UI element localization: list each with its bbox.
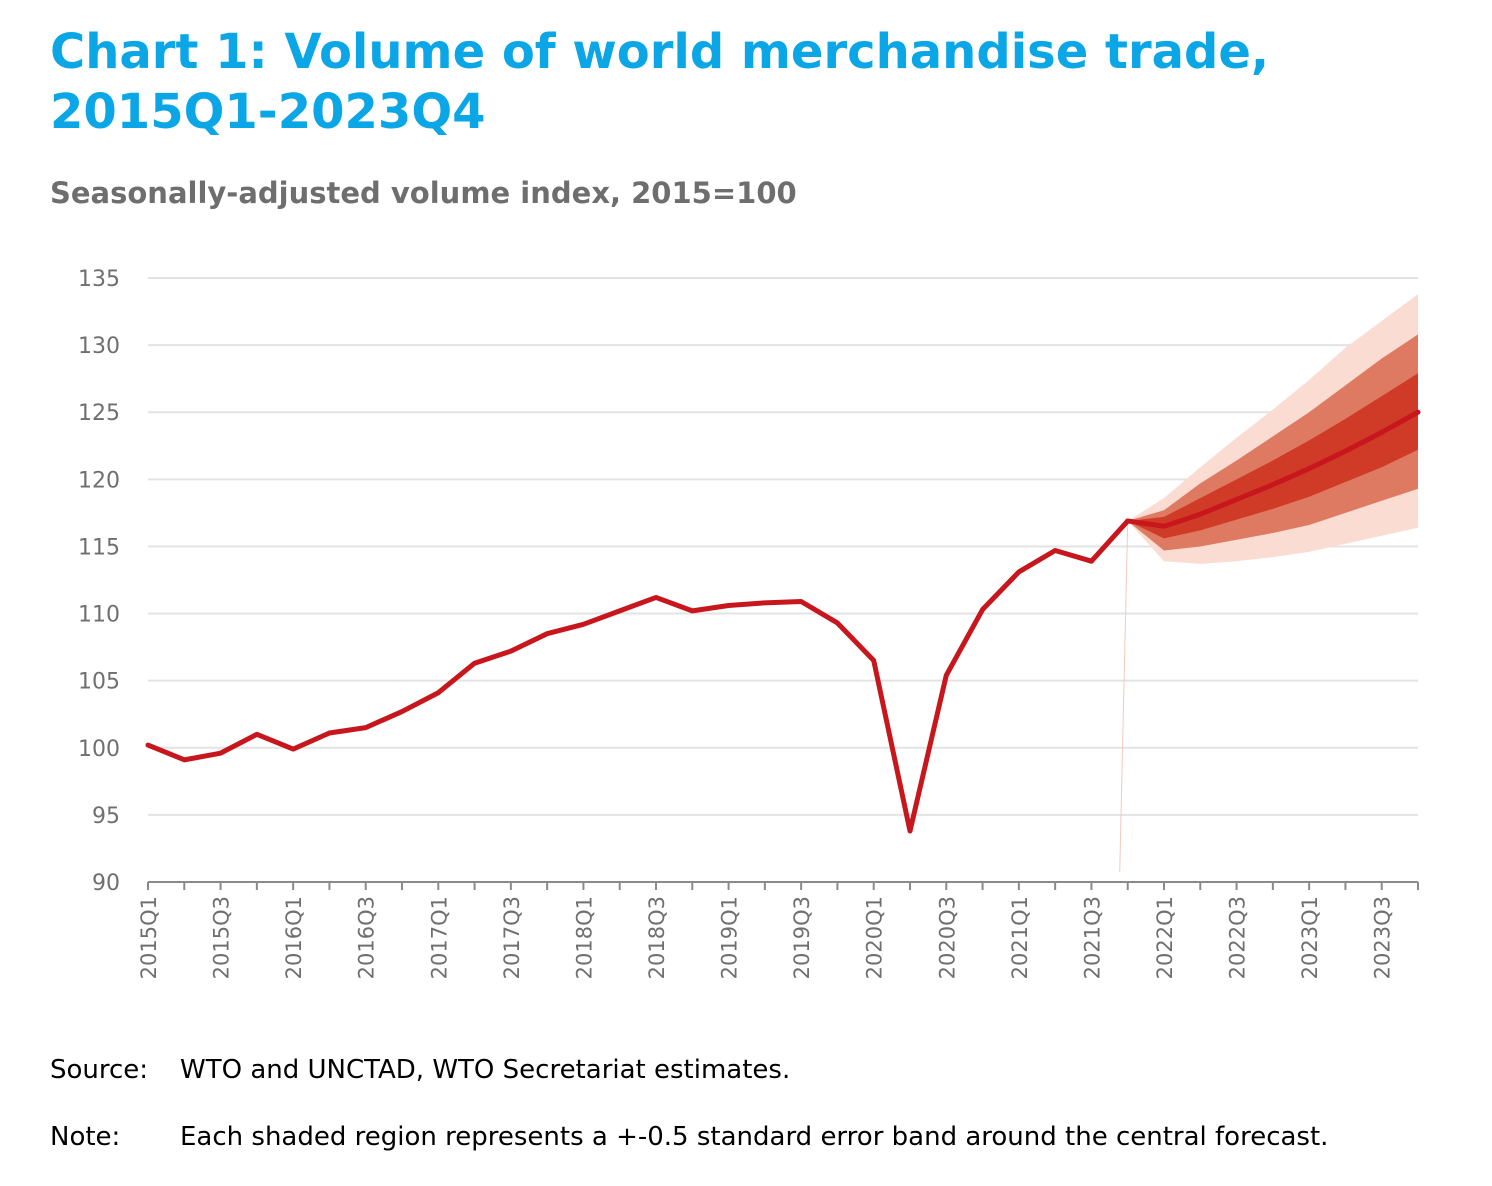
- forecast-band-3: [1127, 373, 1418, 539]
- y-tick-label: 110: [78, 603, 120, 628]
- x-tick-label: 2023Q1: [1298, 896, 1322, 979]
- forecast-start-marker: [1119, 520, 1129, 873]
- y-tick-label: 95: [92, 804, 120, 829]
- y-tick-label: 90: [92, 871, 120, 896]
- chart-title: Chart 1: Volume of world merchandise tra…: [50, 24, 1270, 140]
- x-tick-label: 2018Q1: [572, 896, 596, 979]
- note-label: Note:: [50, 1122, 121, 1152]
- chart-subtitle: Seasonally-adjusted volume index, 2015=1…: [50, 176, 797, 210]
- x-tick-label: 2020Q3: [935, 896, 959, 979]
- x-tick-label: 2016Q3: [355, 896, 379, 979]
- x-tick-label: 2015Q3: [210, 896, 234, 979]
- x-tick-label: 2021Q1: [1008, 896, 1032, 979]
- x-tick-label: 2015Q1: [137, 896, 161, 979]
- x-axis: [147, 881, 1419, 890]
- tick-labels: 90 95 100 105 110 115 120 125 130 135 2015Q1 2015Q3…: [78, 267, 1395, 979]
- x-tick-label: 2022Q3: [1226, 896, 1250, 979]
- trade-volume-chart: 90 95 100 105 110 115 120 125 130 135 2015Q1 2015Q3…: [78, 267, 1421, 979]
- y-tick-label: 130: [78, 334, 120, 359]
- central-forecast-line: [1125, 409, 1421, 529]
- y-tick-label: 115: [78, 535, 120, 560]
- x-tick-label: 2018Q3: [645, 896, 669, 979]
- source-note: Source: WTO and UNCTAD, WTO Secretariat e…: [50, 1053, 790, 1087]
- x-tick-label: 2017Q1: [427, 896, 451, 979]
- source-label: Source:: [50, 1055, 149, 1085]
- x-tick-label: 2022Q1: [1153, 896, 1177, 979]
- x-tick-label: 2016Q1: [282, 896, 306, 979]
- forecast-bands: [1119, 294, 1418, 873]
- x-tick-label: 2021Q3: [1080, 896, 1104, 979]
- note-text: Each shaded region represents a +-0.5 st…: [180, 1122, 1329, 1152]
- y-tick-label: 135: [78, 267, 120, 292]
- x-tick-label: 2017Q3: [500, 896, 524, 979]
- x-tick-label: 2019Q1: [718, 896, 742, 979]
- y-tick-label: 105: [78, 670, 120, 695]
- x-tick-label: 2019Q3: [790, 896, 814, 979]
- y-tick-label: 125: [78, 401, 120, 426]
- x-tick-label: 2020Q1: [863, 896, 887, 979]
- forecast-band-2: [1127, 334, 1418, 551]
- y-tick-label: 120: [78, 468, 120, 493]
- x-tick-label: 2023Q3: [1371, 896, 1395, 979]
- source-text: WTO and UNCTAD, WTO Secretariat estimate…: [180, 1055, 791, 1085]
- actual-series-line: [145, 518, 1131, 834]
- y-tick-label: 100: [78, 737, 120, 762]
- series-lines: [145, 409, 1421, 834]
- footnote: Note: Each shaded region represents a +-0…: [50, 1120, 1328, 1154]
